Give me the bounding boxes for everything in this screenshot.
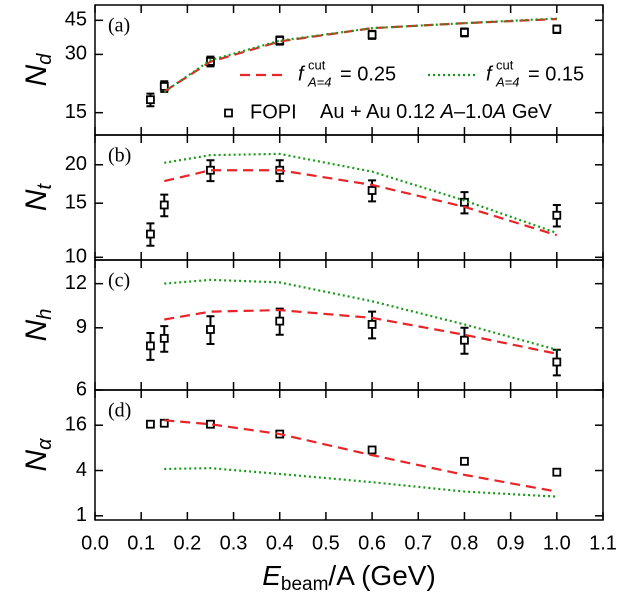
legend-label: FOPI: [250, 101, 297, 123]
annotation-part: GeV: [506, 101, 552, 123]
y-label-sub: α: [34, 438, 56, 450]
legend-symbol: f: [486, 63, 494, 85]
model-line: [164, 278, 558, 351]
data-point: [275, 316, 285, 326]
y-label: Nα: [20, 438, 56, 472]
model-line: [164, 169, 558, 237]
plot-frame: [94, 134, 604, 261]
y-label-main: N: [20, 189, 53, 211]
data-point: [552, 24, 562, 34]
data-point: [159, 333, 169, 343]
annotation-part: –1.0: [454, 101, 493, 123]
data-point: [159, 418, 169, 428]
model-line: [164, 152, 558, 235]
model-line: [163, 17, 557, 93]
legend-symbol-sub: A=4: [307, 74, 332, 89]
panel-label: (a): [108, 15, 130, 37]
x-label-rest: /A (GeV): [328, 560, 435, 591]
y-label: Nt: [20, 182, 56, 211]
y-tick-label: 20: [65, 153, 87, 175]
y-tick-label: 15: [65, 191, 87, 213]
model-line: [164, 308, 558, 355]
legend-symbol: f: [298, 63, 306, 85]
annotation-part: A: [492, 101, 506, 123]
data-point: [146, 229, 155, 239]
x-tick-label: 0.8: [451, 532, 479, 554]
y-label: Nh: [20, 309, 56, 342]
y-label-sub: t: [34, 182, 56, 189]
data-point: [460, 335, 469, 345]
model-line: [163, 17, 557, 93]
y-tick-label: 30: [65, 43, 87, 65]
data-point: [460, 456, 469, 466]
model-line: [164, 419, 558, 493]
data-point: [552, 210, 562, 220]
annotation-part: A: [440, 101, 454, 123]
x-tick-label: 1.0: [543, 532, 571, 554]
data-point: [146, 419, 155, 429]
x-tick-label: 1.1: [589, 532, 617, 554]
data-point: [552, 467, 562, 477]
annotation: Au + Au 0.12 A–1.0A GeV: [320, 101, 553, 123]
y-tick-label: 12: [65, 272, 87, 294]
x-label-sub: beam: [281, 574, 329, 595]
data-point: [367, 320, 377, 329]
y-label-main: N: [20, 450, 53, 472]
data-point: [159, 82, 169, 91]
x-label-main: E: [262, 560, 281, 591]
legend-symbol-sup: cut: [496, 57, 514, 72]
x-tick-label: 0.1: [127, 532, 155, 554]
legend-symbol-sub: A=4: [495, 74, 520, 89]
y-tick-label: 4: [76, 459, 87, 481]
panel-label: (d): [108, 400, 131, 422]
plot-frame: [94, 389, 604, 521]
x-tick-label: 0.2: [173, 532, 201, 554]
data-point: [367, 186, 377, 195]
panel-label: (c): [108, 270, 130, 292]
legend-label: = 0.15: [528, 63, 584, 85]
y-label: Nd: [20, 53, 56, 87]
annotation-part: Au + Au 0.12: [320, 101, 441, 123]
y-tick-label: 45: [65, 9, 87, 31]
x-tick-label: 0.5: [312, 532, 340, 554]
y-label-main: N: [20, 64, 53, 86]
plot-frame: [94, 259, 604, 391]
data-point: [367, 30, 377, 40]
data-point: [146, 95, 155, 105]
panel-label: (b): [108, 145, 131, 167]
y-label-main: N: [20, 319, 53, 341]
data-point: [460, 27, 469, 37]
y-tick-label: 1: [76, 504, 87, 526]
x-tick-label: 0.4: [266, 532, 294, 554]
x-tick-label: 0.0: [81, 532, 109, 554]
x-tick-label: 0.6: [358, 532, 386, 554]
legend-label: = 0.25: [340, 63, 396, 85]
y-tick-label: 15: [65, 101, 87, 123]
y-tick-label: 9: [76, 316, 87, 338]
data-point: [367, 445, 377, 455]
data-point: [146, 341, 155, 351]
y-tick-label: 10: [65, 246, 87, 268]
x-tick-label: 0.3: [220, 532, 248, 554]
x-tick-label: 0.9: [497, 532, 525, 554]
model-line: [164, 467, 557, 498]
legend-symbol-sup: cut: [308, 57, 326, 72]
data-point: [552, 357, 562, 367]
x-tick-label: 0.7: [404, 532, 432, 554]
x-label: Ebeam/A (GeV): [262, 560, 436, 595]
y-tick-label: 6: [76, 378, 87, 400]
y-tick-label: 16: [65, 413, 87, 435]
y-label-sub: h: [34, 309, 56, 320]
y-label-sub: d: [34, 53, 56, 65]
data-point: [159, 200, 169, 210]
data-point: [206, 325, 215, 334]
legend-marker: [224, 108, 233, 118]
